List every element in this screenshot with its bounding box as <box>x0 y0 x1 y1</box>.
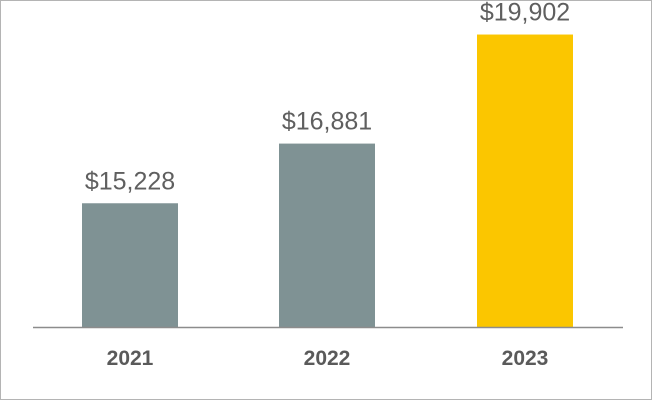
bar-2021 <box>82 203 178 327</box>
bar-2022 <box>279 143 375 327</box>
tick-labels-group: 2021 2022 2023 <box>107 347 549 370</box>
value-labels-group: $15,228 $16,881 $19,902 <box>85 1 570 195</box>
bars-group <box>82 34 573 327</box>
value-label-2023: $19,902 <box>480 1 570 27</box>
value-label-2021: $15,228 <box>85 167 175 195</box>
x-tick-label-2021: 2021 <box>107 347 154 370</box>
x-tick-label-2022: 2022 <box>304 347 351 370</box>
value-label-2022: $16,881 <box>282 108 372 136</box>
bar-2023 <box>477 34 573 327</box>
x-tick-label-2023: 2023 <box>502 347 549 370</box>
